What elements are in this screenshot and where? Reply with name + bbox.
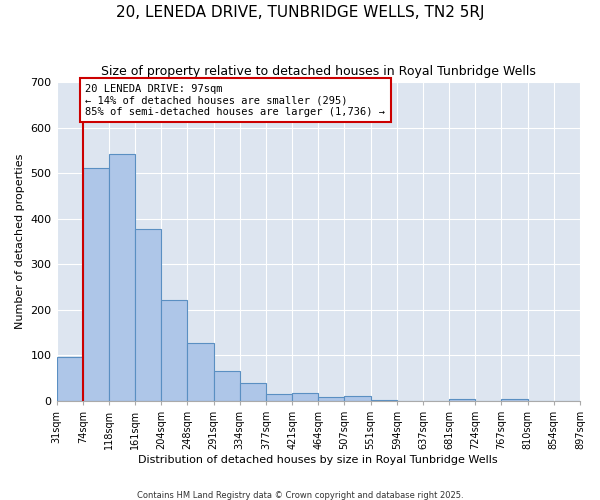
Text: Contains HM Land Registry data © Crown copyright and database right 2025.: Contains HM Land Registry data © Crown c… xyxy=(137,490,463,500)
Bar xyxy=(344,396,371,401)
Bar xyxy=(502,399,527,401)
Bar xyxy=(161,300,187,401)
Bar xyxy=(187,342,214,401)
Title: Size of property relative to detached houses in Royal Tunbridge Wells: Size of property relative to detached ho… xyxy=(101,65,536,78)
Bar xyxy=(371,400,397,401)
Bar xyxy=(56,357,83,401)
Bar xyxy=(83,168,109,401)
Bar xyxy=(449,399,475,401)
Bar xyxy=(135,228,161,401)
Bar xyxy=(266,394,292,401)
Bar xyxy=(318,398,344,401)
Bar xyxy=(240,383,266,401)
Text: 20, LENEDA DRIVE, TUNBRIDGE WELLS, TN2 5RJ: 20, LENEDA DRIVE, TUNBRIDGE WELLS, TN2 5… xyxy=(116,5,484,20)
Y-axis label: Number of detached properties: Number of detached properties xyxy=(15,154,25,329)
Bar xyxy=(292,393,318,401)
Text: 20 LENEDA DRIVE: 97sqm
← 14% of detached houses are smaller (295)
85% of semi-de: 20 LENEDA DRIVE: 97sqm ← 14% of detached… xyxy=(85,84,385,117)
Bar xyxy=(214,372,240,401)
X-axis label: Distribution of detached houses by size in Royal Tunbridge Wells: Distribution of detached houses by size … xyxy=(139,455,498,465)
Bar xyxy=(109,154,135,401)
